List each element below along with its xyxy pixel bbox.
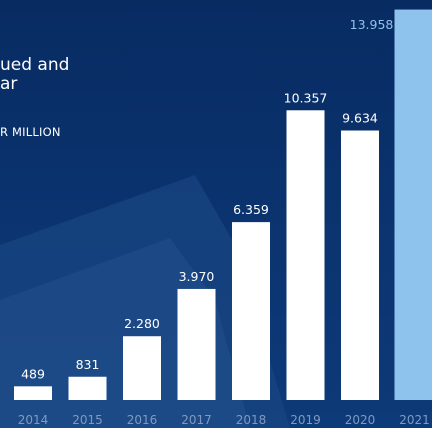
tick-label-2019: 2019: [290, 413, 321, 427]
tick-label-2017: 2017: [181, 413, 212, 427]
value-label-2016: 2.280: [124, 316, 160, 331]
tick-label-2015: 2015: [72, 413, 103, 427]
tick-label-2021: 2021: [399, 413, 430, 427]
tick-label-2020: 2020: [345, 413, 376, 427]
tick-labels-group: 2014 2015 2016 2017 2018 2019 2020 2021: [18, 413, 430, 427]
value-label-2014: 489: [21, 366, 45, 381]
bar-2019: [286, 110, 325, 401]
tick-label-2014: 2014: [18, 413, 49, 427]
value-label-2015: 831: [76, 357, 100, 372]
bar-2018: [232, 222, 270, 400]
background-diagonal-shape: [0, 175, 290, 428]
chart-title-line-1: ued and: [0, 55, 70, 75]
tick-label-2016: 2016: [127, 413, 158, 427]
value-label-2018: 6.359: [233, 202, 269, 217]
bar-2021: [394, 9, 432, 400]
bar-2020: [341, 130, 379, 400]
value-label-2021: 13.958: [350, 17, 394, 32]
bars-group: [14, 9, 432, 401]
value-label-2020: 9.634: [342, 111, 378, 126]
bar-2016: [123, 336, 161, 400]
value-labels-group: 489 831 2.280 3.970 6.359 10.357 9.634 13.958: [21, 17, 393, 381]
value-label-2017: 3.970: [179, 269, 215, 284]
bar-2017: [177, 288, 216, 400]
value-label-2019: 10.357: [284, 90, 328, 105]
tick-label-2018: 2018: [236, 413, 267, 427]
chart-title: ued and ar: [0, 56, 69, 94]
bar-2014: [14, 386, 52, 400]
chart-title-line-2: ar: [0, 74, 18, 94]
bar-2015: [68, 376, 107, 400]
unit-label: R MILLION: [0, 125, 61, 139]
